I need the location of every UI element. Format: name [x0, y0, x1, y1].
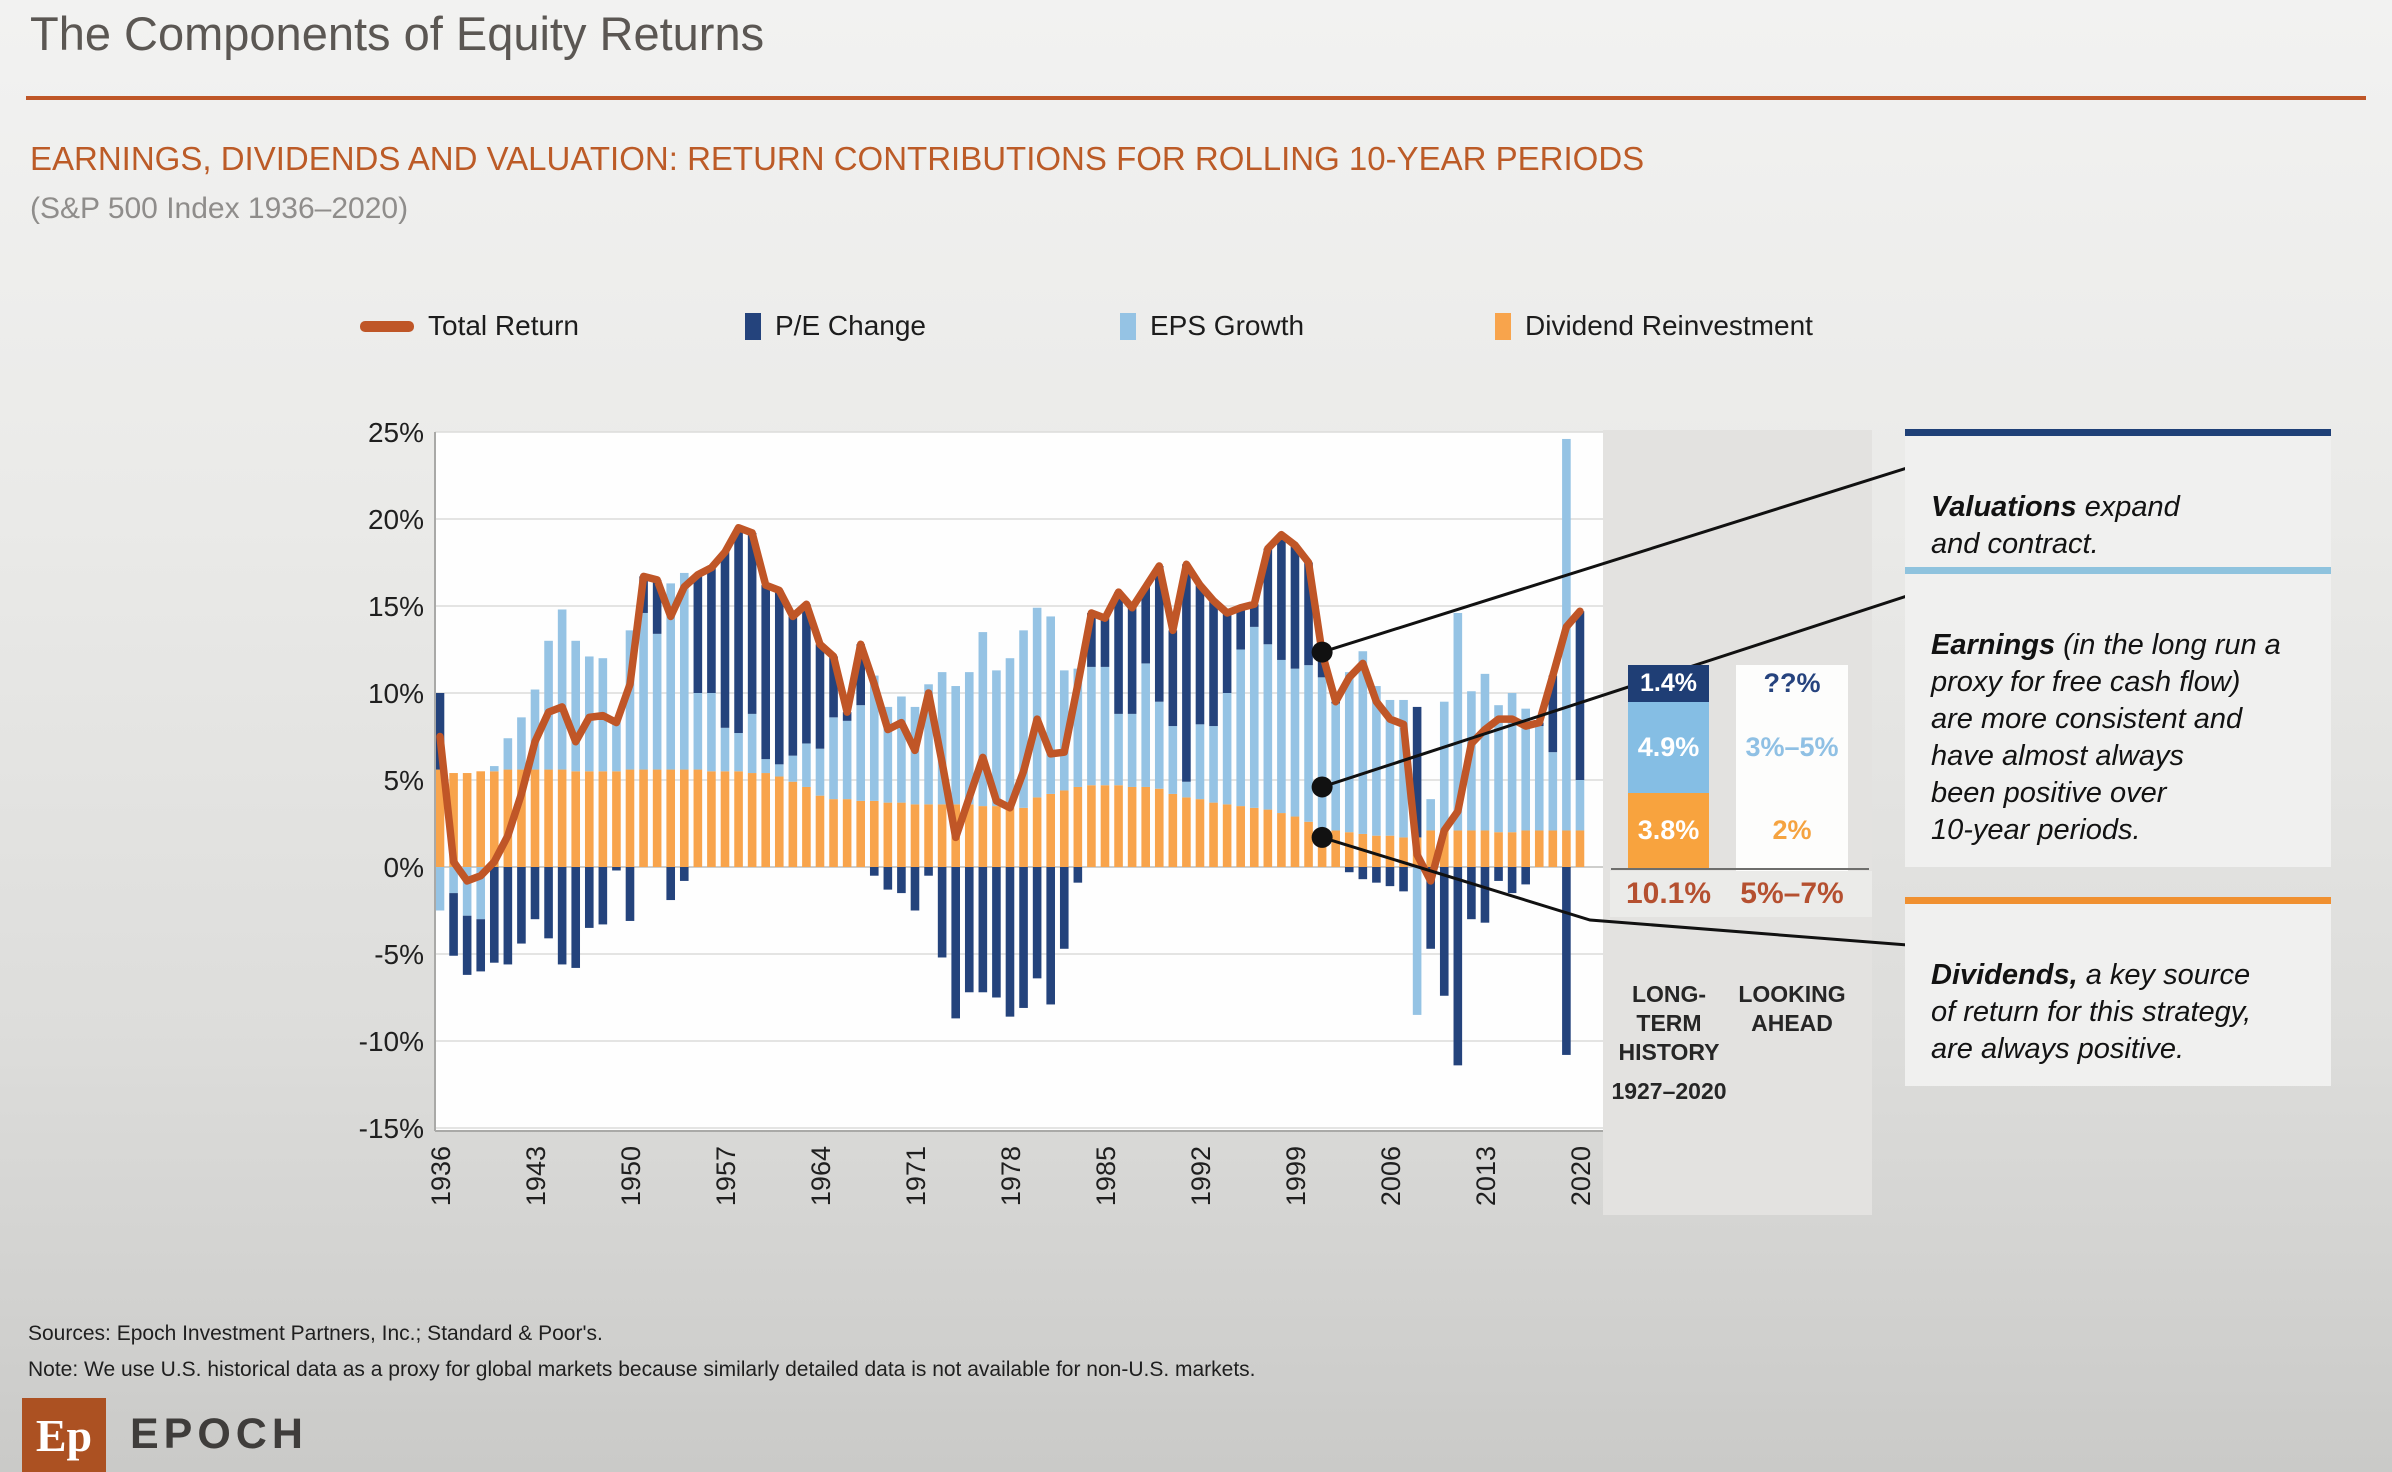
valuations-callout-lead: Valuations — [1931, 491, 2077, 523]
dividends-callout-lead: Dividends, — [1931, 959, 2078, 991]
dividends-callout-text: a key source of return for this strategy… — [1931, 959, 2252, 1065]
epoch-logo-mark: Ep — [22, 1398, 106, 1472]
ahead-pe-value: ??% — [1763, 668, 1821, 698]
dividend-reinvestment-swatch — [1495, 312, 1511, 340]
legend-item-total-return: Total Return — [360, 306, 579, 346]
looking-ahead-text: LOOKING AHEAD — [1738, 981, 1846, 1036]
eps-growth-swatch — [1120, 312, 1136, 340]
svg-text:1985: 1985 — [1091, 1146, 1121, 1206]
svg-text:1943: 1943 — [521, 1146, 551, 1206]
title-divider — [26, 96, 2366, 100]
legend-item-dividend-reinvestment: Dividend Reinvestment — [1495, 306, 1813, 346]
svg-text:15%: 15% — [368, 591, 424, 622]
pe-change-swatch — [745, 312, 761, 340]
svg-text:1936: 1936 — [426, 1146, 456, 1206]
epoch-logo-monogram: Ep — [35, 1409, 93, 1461]
svg-text:5%: 5% — [384, 765, 424, 796]
svg-text:1957: 1957 — [711, 1146, 741, 1206]
dividends-callout: Dividends, a key source of return for th… — [1905, 897, 2331, 1086]
long-term-history-text: LONG- TERM HISTORY — [1618, 981, 1720, 1065]
svg-text:1950: 1950 — [616, 1146, 646, 1206]
page-title: The Components of Equity Returns — [30, 7, 765, 60]
history-eps-cell: 4.9% — [1628, 702, 1709, 793]
svg-text:20%: 20% — [368, 504, 424, 535]
history-pe-cell: 1.4% — [1628, 665, 1709, 702]
sources-text: Sources: Epoch Investment Partners, Inc.… — [28, 1322, 603, 1345]
svg-text:1978: 1978 — [996, 1146, 1026, 1206]
earnings-callout-lead: Earnings — [1931, 629, 2056, 661]
ahead-dividend-value: 2% — [1772, 815, 1812, 845]
valuations-callout-text: expand and contract. — [1931, 491, 2180, 560]
epoch-logo-name: EPOCH — [130, 1410, 308, 1458]
ahead-total-value: 5%–7% — [1740, 877, 1844, 910]
svg-text:-15%: -15% — [359, 1113, 424, 1144]
chart-title: EARNINGS, DIVIDENDS AND VALUATION: RETUR… — [30, 140, 1645, 177]
svg-text:1971: 1971 — [901, 1146, 931, 1206]
svg-text:-5%: -5% — [374, 939, 424, 970]
svg-text:1964: 1964 — [806, 1146, 836, 1206]
legend-label: Dividend Reinvestment — [1525, 310, 1813, 341]
svg-text:10%: 10% — [368, 678, 424, 709]
history-total-value: 10.1% — [1625, 877, 1712, 910]
svg-text:2006: 2006 — [1376, 1146, 1406, 1206]
svg-text:-10%: -10% — [359, 1026, 424, 1057]
svg-text:1999: 1999 — [1281, 1146, 1311, 1206]
svg-text:25%: 25% — [368, 417, 424, 448]
table-rule — [1611, 868, 1869, 870]
chart-subtitle: (S&P 500 Index 1936–2020) — [30, 192, 409, 225]
svg-text:1992: 1992 — [1186, 1146, 1216, 1206]
svg-text:2013: 2013 — [1471, 1146, 1501, 1206]
valuations-callout: Valuations expand and contract. — [1905, 429, 2331, 581]
total-return-line-swatch — [360, 320, 414, 332]
total-row-band — [1610, 871, 1872, 917]
note-text: Note: We use U.S. historical data as a p… — [28, 1358, 1256, 1381]
earnings-callout: Earnings (in the long run a proxy for fr… — [1905, 567, 2331, 867]
svg-text:0%: 0% — [384, 852, 424, 883]
legend-label: P/E Change — [775, 310, 926, 341]
legend-item-eps-growth: EPS Growth — [1120, 306, 1304, 346]
history-years-label: 1927–2020 — [1611, 1078, 1727, 1104]
legend-label: Total Return — [428, 310, 579, 341]
history-dividend-cell: 3.8% — [1628, 793, 1709, 868]
looking-ahead-label: LOOKING AHEAD — [1730, 951, 1854, 1038]
long-term-history-label: LONG- TERM HISTORY 1927–2020 — [1604, 951, 1734, 1135]
ahead-eps-value: 3%–5% — [1745, 732, 1839, 762]
legend-label: EPS Growth — [1150, 310, 1305, 341]
earnings-callout-text: (in the long run a proxy for free cash f… — [1931, 629, 2281, 846]
legend-item-pe-change: P/E Change — [745, 306, 926, 346]
svg-text:2020: 2020 — [1566, 1146, 1596, 1206]
